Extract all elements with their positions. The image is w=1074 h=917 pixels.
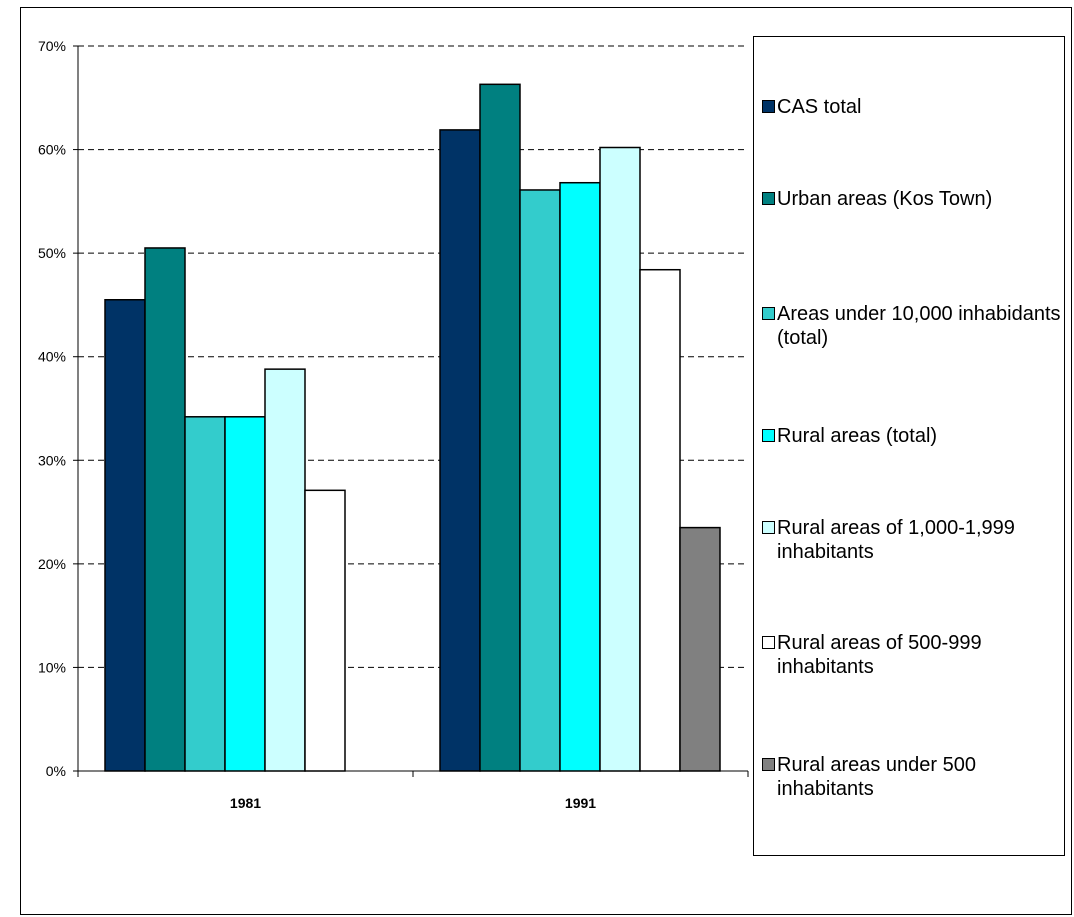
legend: CAS total Urban areas (Kos Town) Areas u… [753, 36, 1065, 856]
legend-label: CAS total [777, 96, 862, 118]
legend-swatch [762, 307, 775, 320]
bar [519, 189, 561, 772]
y-tick-label: 0% [46, 763, 66, 779]
legend-label: Urban areas (Kos Town) [777, 188, 993, 210]
legend-swatch [762, 636, 775, 649]
legend-item-rural-under-500: Rural areas under 500 inhabitants [762, 753, 1062, 801]
legend-label: Rural areas of 1,000-1,999 inhabitants [777, 517, 1015, 563]
bar [599, 146, 641, 772]
y-tick-label: 40% [38, 349, 66, 365]
bar [224, 416, 266, 772]
legend-swatch [762, 429, 775, 442]
x-tick-label: 1981 [230, 795, 261, 811]
bar [104, 299, 146, 772]
bar [479, 83, 521, 772]
bar [639, 268, 681, 772]
bars [104, 83, 721, 772]
legend-item-rural-500-999: Rural areas of 500-999 inhabitants [762, 631, 1062, 679]
y-tick-label: 20% [38, 556, 66, 572]
y-tick-label: 50% [38, 245, 66, 261]
y-tick-label: 70% [38, 38, 66, 54]
legend-swatch [762, 100, 775, 113]
legend-item-cas-total: CAS total [762, 95, 1062, 119]
y-tick-label: 10% [38, 659, 66, 675]
bar [559, 181, 601, 772]
y-tick-label: 60% [38, 142, 66, 158]
bar [264, 368, 306, 772]
legend-item-urban-areas: Urban areas (Kos Town) [762, 187, 1062, 211]
legend-swatch [762, 521, 775, 534]
tick-labels: 0% 10% 20% 30% 40% 50% 60% 70% 1981 1991 [38, 38, 596, 811]
bar [144, 247, 186, 772]
bar [439, 129, 481, 772]
legend-item-rural-1000-1999: Rural areas of 1,000-1,999 inhabitants [762, 516, 1062, 564]
legend-label: Rural areas of 500-999 inhabitants [777, 632, 982, 678]
legend-item-areas-under-10000: Areas under 10,000 inhabidants (total) [762, 302, 1062, 350]
legend-swatch [762, 192, 775, 205]
legend-swatch [762, 758, 775, 771]
y-tick-label: 30% [38, 452, 66, 468]
axes [73, 45, 749, 777]
bar [679, 526, 721, 772]
legend-item-rural-total: Rural areas (total) [762, 424, 1062, 448]
bar [184, 416, 226, 772]
legend-label: Rural areas under 500 inhabitants [777, 754, 977, 800]
x-tick-label: 1991 [565, 795, 596, 811]
legend-label: Rural areas (total) [777, 425, 938, 447]
bar [304, 489, 346, 772]
legend-label: Areas under 10,000 inhabidants (total) [777, 303, 1061, 349]
